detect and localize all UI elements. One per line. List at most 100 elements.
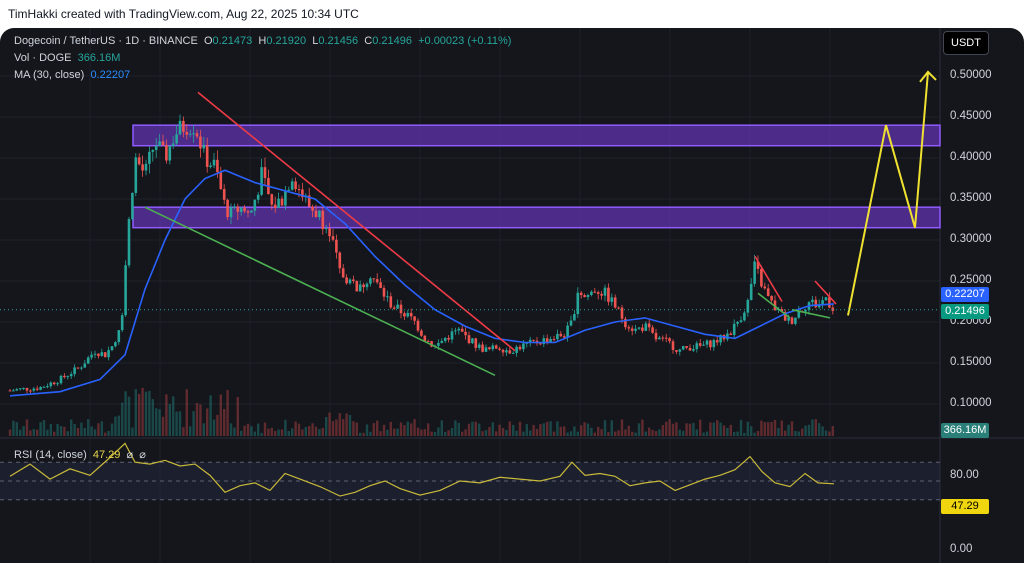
volume-bar (478, 423, 481, 436)
rsi-tag: 47.29 (941, 499, 989, 514)
candle-body (392, 307, 396, 309)
candle-body (749, 283, 753, 300)
rsi-axis-label: 0.00 (950, 543, 973, 555)
candle-body (518, 346, 522, 350)
candle-body (457, 328, 461, 331)
volume-bar (491, 422, 494, 436)
candle-body (552, 338, 556, 340)
candle-body (171, 143, 175, 146)
eye-off-icon[interactable]: ⌀ (126, 449, 134, 461)
candle-body (338, 252, 342, 269)
candle-body (450, 331, 454, 340)
volume-bar (807, 424, 811, 436)
candle-body (542, 338, 546, 345)
candle-body (590, 291, 593, 296)
volume-bar (705, 431, 709, 436)
volume-bar (297, 423, 301, 436)
candle-body (647, 323, 651, 328)
candle-body (22, 387, 25, 389)
candle-body (501, 349, 505, 353)
candle-body (239, 207, 243, 212)
price-chart[interactable] (0, 28, 1024, 563)
candle-body (709, 340, 712, 348)
volume-bar (542, 423, 545, 436)
volume-bar (90, 426, 93, 436)
volume-bar (416, 427, 420, 436)
volume-bar (529, 430, 532, 436)
candle-body (756, 261, 760, 269)
candle-body (447, 337, 450, 340)
volume-bar (66, 431, 69, 436)
volume-bar (794, 430, 797, 436)
candle-body (814, 299, 818, 308)
volume-bar (481, 431, 484, 436)
volume-bar (104, 432, 107, 436)
volume-bar (644, 431, 647, 436)
volume-bar (607, 432, 610, 436)
candle-body (661, 337, 665, 339)
volume-bar (233, 427, 236, 436)
volume-bar (576, 431, 579, 436)
candle-body (284, 190, 287, 206)
candle-body (675, 349, 678, 352)
volume-bar (229, 423, 233, 436)
candle-body (437, 342, 440, 346)
volume-bar (597, 426, 600, 436)
currency-button[interactable]: USDT (943, 31, 989, 55)
volume-bar (331, 421, 335, 436)
volume-bar (461, 431, 464, 436)
volume-bar (756, 430, 760, 436)
volume-bar (695, 429, 698, 436)
volume-bar (498, 424, 501, 436)
volume-bar (627, 425, 630, 436)
candle-body (175, 134, 178, 144)
candle-body (154, 145, 158, 151)
volume-bar (484, 430, 488, 436)
candle-body (460, 328, 464, 332)
resistance-trendline (197, 91, 516, 352)
candle-body (114, 342, 117, 347)
volume-bar (287, 430, 290, 436)
rsi-legend[interactable]: RSI (14, close) 47.29 ⌀ ⌀ (14, 448, 146, 461)
candle-body (817, 304, 821, 308)
volume-bar (403, 425, 406, 436)
candle-body (443, 337, 447, 342)
volume-bar (600, 429, 603, 436)
volume-bar (552, 431, 556, 436)
resistance-trendline (814, 280, 837, 305)
candle-body (124, 265, 127, 316)
candle-body (382, 288, 386, 297)
candle-body (743, 312, 746, 321)
candle-body (314, 210, 318, 218)
candle-body (107, 350, 110, 358)
candle-body (216, 159, 219, 173)
candle-body (620, 307, 624, 319)
candle-body (127, 219, 131, 266)
candle-body (134, 157, 138, 193)
volume-bar (433, 431, 437, 436)
volume-bar (631, 431, 634, 436)
ma-legend[interactable]: MA (30, close) 0.22207 (14, 69, 130, 81)
volume-bar (590, 427, 593, 436)
eye-off-icon[interactable]: ⌀ (139, 449, 146, 461)
candle-body (243, 207, 246, 212)
volume-bar (539, 424, 542, 436)
candle-body (39, 387, 42, 390)
volume-bar (161, 416, 165, 436)
volume-bar (651, 429, 654, 436)
volume-bar (236, 397, 239, 436)
price-axis-label: 0.50000 (950, 69, 992, 81)
volume-bar (559, 426, 562, 436)
candle-body (494, 345, 498, 349)
candle-body (97, 353, 100, 356)
candle-body (168, 145, 172, 161)
volume-legend[interactable]: Vol · DOGE 366.16M (14, 52, 120, 64)
symbol-name[interactable]: Dogecoin / TetherUS · 1D · BINANCE (14, 35, 198, 47)
volume-bar (294, 421, 297, 436)
chart-frame[interactable]: Dogecoin / TetherUS · 1D · BINANCE O0.21… (0, 28, 1024, 563)
volume-bar (253, 431, 256, 436)
candle-body (205, 145, 209, 167)
support-trendline (144, 206, 496, 377)
candle-body (25, 387, 29, 391)
volume-bar (53, 431, 56, 436)
